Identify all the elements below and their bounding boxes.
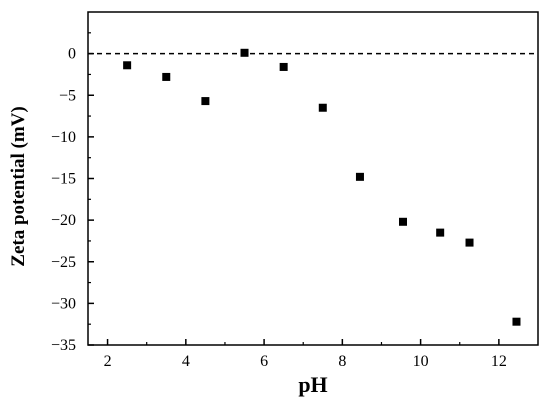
data-point — [355, 172, 364, 181]
x-tick-label: 10 — [413, 353, 429, 370]
data-point — [279, 62, 288, 71]
y-tick-label: −5 — [59, 87, 76, 104]
data-point — [512, 317, 521, 326]
data-point — [465, 238, 474, 247]
data-point — [399, 217, 407, 226]
y-tick-label: 0 — [68, 46, 76, 63]
x-tick-label: 8 — [338, 353, 346, 370]
data-point — [201, 97, 210, 106]
x-tick-label: 6 — [260, 353, 268, 370]
x-axis-ticks: 2 4 6 8 10 12 — [104, 339, 507, 370]
y-tick-label: −35 — [51, 337, 76, 354]
plot-frame — [87, 11, 539, 346]
data-point — [123, 61, 132, 70]
x-axis-label: pH — [298, 372, 327, 397]
x-tick-label: 12 — [491, 353, 507, 370]
y-tick-label: −15 — [51, 171, 76, 188]
x-tick-label: 4 — [182, 353, 190, 370]
data-point — [318, 103, 327, 112]
data-point — [436, 228, 445, 237]
plot-border — [87, 11, 539, 346]
x-tick-label: 2 — [104, 353, 112, 370]
data-points — [123, 48, 521, 326]
y-tick-label: −30 — [51, 295, 76, 312]
y-tick-label: −20 — [51, 212, 76, 229]
data-point — [162, 72, 171, 81]
y-tick-label: −25 — [51, 254, 76, 271]
y-tick-label: −10 — [51, 129, 76, 146]
y-axis-label: Zeta potential (mV) — [8, 106, 29, 266]
data-point — [240, 48, 249, 57]
y-axis-ticks: 0 −5 −10 −15 −20 −25 −30 −35 — [51, 32, 94, 354]
